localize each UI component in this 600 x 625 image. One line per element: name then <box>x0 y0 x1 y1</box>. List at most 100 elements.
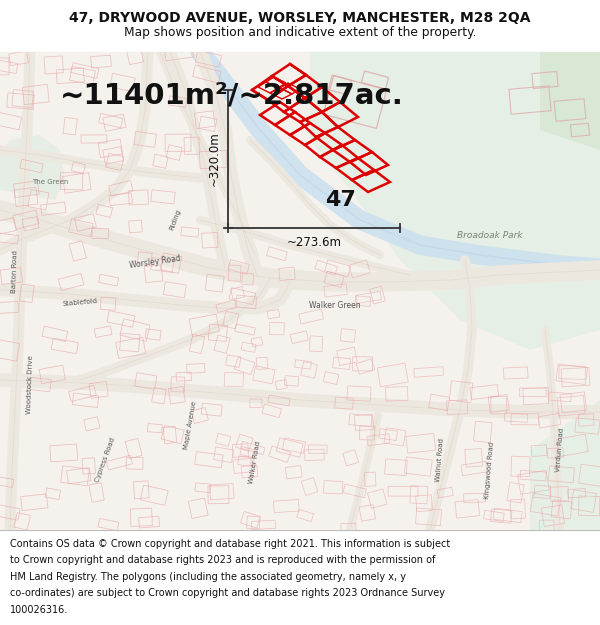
Bar <box>323 372 339 384</box>
Text: The Green: The Green <box>32 179 68 185</box>
Bar <box>106 455 133 470</box>
Bar <box>69 241 86 261</box>
Bar <box>325 260 351 277</box>
Bar <box>560 392 587 413</box>
Bar <box>464 493 486 502</box>
Text: Walnut Road: Walnut Road <box>435 438 445 482</box>
Bar <box>520 471 546 481</box>
Bar <box>359 426 375 440</box>
Polygon shape <box>530 400 600 530</box>
Bar <box>128 190 148 205</box>
Bar <box>347 386 371 401</box>
Bar <box>0 233 19 244</box>
Bar <box>20 284 34 302</box>
Bar <box>94 326 112 338</box>
Bar <box>189 334 205 354</box>
Bar <box>534 485 551 499</box>
Bar <box>538 413 561 428</box>
Bar <box>301 362 317 378</box>
Polygon shape <box>310 52 600 350</box>
Bar <box>229 265 241 281</box>
Bar <box>370 286 385 304</box>
Bar <box>455 499 479 518</box>
Bar <box>71 62 99 78</box>
Bar <box>470 384 499 399</box>
Bar <box>284 376 299 386</box>
Bar <box>251 520 275 529</box>
Bar <box>251 337 263 347</box>
Bar <box>133 481 149 499</box>
Text: HM Land Registry. The polygons (including the associated geometry, namely x, y: HM Land Registry. The polygons (includin… <box>10 572 406 582</box>
Bar <box>196 51 221 67</box>
Bar <box>388 486 418 496</box>
Bar <box>188 498 208 519</box>
Bar <box>568 489 586 498</box>
Text: Kingswood Road: Kingswood Road <box>485 441 496 499</box>
Bar <box>42 326 68 341</box>
Bar <box>226 355 241 367</box>
Bar <box>241 511 260 528</box>
Bar <box>82 458 95 474</box>
Bar <box>56 68 84 84</box>
Bar <box>103 114 126 131</box>
Bar <box>214 447 233 462</box>
Bar <box>134 372 157 389</box>
Bar <box>168 386 185 404</box>
Bar <box>532 71 558 89</box>
Bar <box>0 339 20 361</box>
Bar <box>299 309 323 324</box>
Bar <box>550 487 569 502</box>
Bar <box>315 260 338 275</box>
Bar <box>437 488 453 498</box>
Bar <box>110 73 135 92</box>
Bar <box>184 138 199 154</box>
Bar <box>504 413 527 422</box>
Bar <box>0 112 22 130</box>
Bar <box>503 367 528 379</box>
Bar <box>561 368 590 387</box>
Bar <box>0 268 22 284</box>
Text: Contains OS data © Crown copyright and database right 2021. This information is : Contains OS data © Crown copyright and d… <box>10 539 450 549</box>
Bar <box>232 444 248 458</box>
Bar <box>559 366 586 379</box>
Bar <box>163 282 187 298</box>
Bar <box>355 296 371 306</box>
Bar <box>22 84 49 105</box>
Bar <box>295 360 311 369</box>
Bar <box>81 135 107 143</box>
Bar <box>279 267 295 281</box>
Bar <box>328 75 352 95</box>
Bar <box>71 162 85 174</box>
Text: Walker Road: Walker Road <box>248 440 262 484</box>
Bar <box>406 434 436 453</box>
Text: 47, DRYWOOD AVENUE, WORSLEY, MANCHESTER, M28 2QA: 47, DRYWOOD AVENUE, WORSLEY, MANCHESTER,… <box>69 11 531 26</box>
Text: to Crown copyright and database rights 2023 and is reproduced with the permissio: to Crown copyright and database rights 2… <box>10 555 435 565</box>
Bar <box>262 404 281 418</box>
Bar <box>63 118 77 135</box>
Bar <box>134 131 157 148</box>
Bar <box>29 378 51 392</box>
Bar <box>129 220 142 232</box>
Bar <box>240 447 254 458</box>
Bar <box>9 51 28 66</box>
Bar <box>107 311 135 328</box>
Bar <box>367 489 387 508</box>
Bar <box>171 377 185 392</box>
Bar <box>324 284 347 297</box>
Bar <box>215 433 231 446</box>
Bar <box>578 496 600 516</box>
Text: Maple Avenue: Maple Avenue <box>183 400 197 450</box>
Bar <box>356 291 382 303</box>
Bar <box>554 99 586 121</box>
Bar <box>164 44 194 61</box>
Bar <box>58 274 84 291</box>
Bar <box>130 508 152 526</box>
Bar <box>465 449 482 467</box>
Bar <box>67 468 91 484</box>
Bar <box>137 252 152 265</box>
Bar <box>428 394 449 411</box>
Text: Walker Green: Walker Green <box>309 301 361 309</box>
Bar <box>493 508 522 522</box>
Bar <box>165 134 191 151</box>
Bar <box>379 429 398 441</box>
